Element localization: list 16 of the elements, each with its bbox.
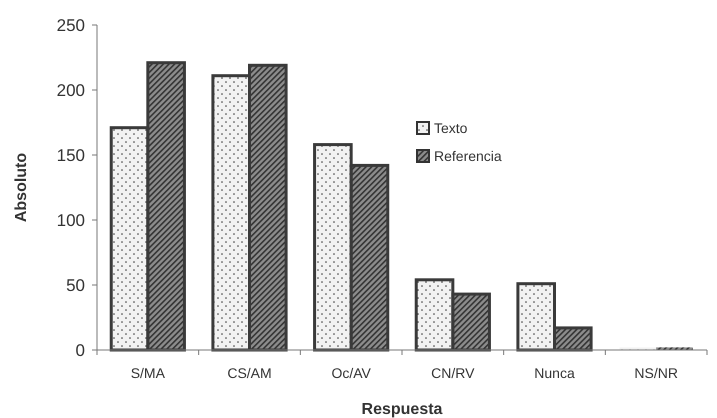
y-tick-label: 0 — [76, 340, 85, 360]
x-tick-label: CS/AM — [227, 365, 272, 381]
x-tick-label: Nunca — [534, 365, 575, 381]
legend-label: Texto — [434, 120, 468, 136]
x-tick-label: Oc/AV — [331, 365, 372, 381]
x-tick-label: CN/RV — [431, 365, 476, 381]
x-tick-label: S/MA — [130, 365, 166, 381]
y-tick-label: 100 — [56, 210, 85, 230]
y-tick-label: 50 — [66, 276, 85, 295]
y-tick-label: 150 — [56, 146, 85, 165]
y-axis-title: Absoluto — [13, 152, 30, 222]
legend-label: Referencia — [434, 148, 502, 164]
y-tick-label: 200 — [56, 80, 85, 100]
x-tick-label: NS/NR — [634, 365, 678, 381]
x-axis-title: Respuesta — [362, 401, 443, 418]
y-tick-label: 250 — [56, 16, 85, 35]
